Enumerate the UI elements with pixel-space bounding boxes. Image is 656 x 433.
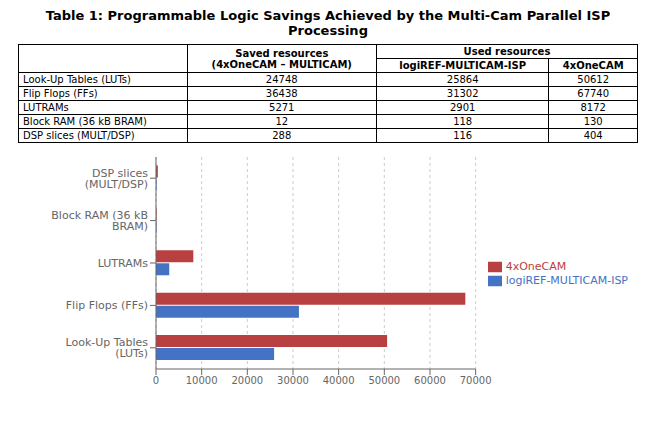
svg-text:40000: 40000 <box>323 375 355 386</box>
html-text:Saved resources (4xOneCAM – MU: Saved resources (4xOneCAM – MULTICAM) <box>211 47 352 70</box>
html-text:116: 116 <box>453 130 473 141</box>
html-text:2901: 2901 <box>449 102 476 113</box>
svg-text:Flip Flops (FFs): Flip Flops (FFs) <box>66 299 148 312</box>
html-text:288: 288 <box>272 130 292 141</box>
html-text:36438: 36438 <box>265 88 298 99</box>
html-text:logiREF-MULTICAM-ISP: logiREF-MULTICAM-ISP <box>399 60 527 71</box>
html-text:130: 130 <box>583 116 603 127</box>
html-text:404: 404 <box>583 130 603 141</box>
html-text:4xOneCAM: 4xOneCAM <box>562 60 624 71</box>
html-text:12: 12 <box>275 116 289 127</box>
html-text:31302: 31302 <box>446 88 479 99</box>
html-text:24748: 24748 <box>265 74 298 85</box>
html-text:Flip Flops (FFs): Flip Flops (FFs) <box>23 88 98 99</box>
html-text:25864: 25864 <box>446 74 479 85</box>
html-text:DSP slices (MULT/DSP): DSP slices (MULT/DSP) <box>23 130 135 141</box>
svg-text:10000: 10000 <box>186 375 218 386</box>
html-text:Block RAM (36 kB BRAM): Block RAM (36 kB BRAM) <box>23 116 147 127</box>
html-text:logiREF-MULTICAM-ISP: logiREF-MULTICAM-ISP <box>505 274 628 287</box>
html-text:118: 118 <box>453 116 473 127</box>
svg-text:70000: 70000 <box>460 375 492 386</box>
svg-text:0: 0 <box>153 375 159 386</box>
svg-text:60000: 60000 <box>414 375 446 386</box>
html-text:LUTRAMs: LUTRAMs <box>23 102 69 113</box>
svg-text:LUTRAMs: LUTRAMs <box>98 257 149 270</box>
html-text:4xOneCAM: 4xOneCAM <box>505 260 567 273</box>
svg-text:50000: 50000 <box>368 375 400 386</box>
html-text:5271: 5271 <box>269 102 295 113</box>
html-text:8172: 8172 <box>580 102 606 113</box>
svg-text:DSP slices(MULT/DSP): DSP slices(MULT/DSP) <box>85 167 149 191</box>
html-text:Used resources: Used resources <box>463 46 551 57</box>
svg-text:30000: 30000 <box>277 375 309 386</box>
html-text:Look-Up Tables (LUTs): Look-Up Tables (LUTs) <box>23 74 131 85</box>
svg-text:Look-Up Tables(LUTs): Look-Up Tables(LUTs) <box>66 336 149 360</box>
html-text:50612: 50612 <box>577 74 610 85</box>
html-text:Table 1: Programmable Logic Sa: Table 1: Programmable Logic Savings Achi… <box>45 8 611 38</box>
html-text:67740: 67740 <box>577 88 610 99</box>
svg-text:20000: 20000 <box>231 375 263 386</box>
svg-text:Block RAM (36 kBBRAM): Block RAM (36 kBBRAM) <box>51 209 148 233</box>
